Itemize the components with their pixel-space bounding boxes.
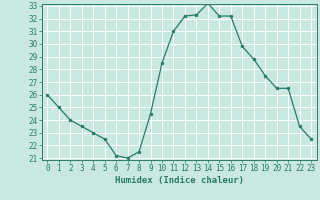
X-axis label: Humidex (Indice chaleur): Humidex (Indice chaleur) xyxy=(115,176,244,185)
